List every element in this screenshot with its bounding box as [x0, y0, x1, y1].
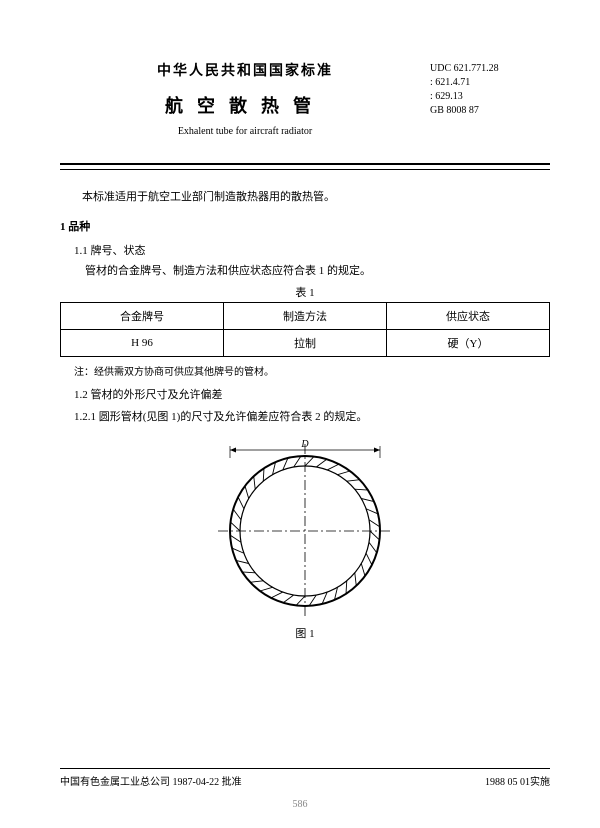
udc-code-2: : 621.4.71 — [430, 76, 550, 90]
main-title: 航空散热管 — [60, 92, 430, 118]
intro-text: 本标准适用于航空工业部门制造散热器用的散热管。 — [60, 188, 550, 204]
country-title: 中华人民共和国国家标准 — [60, 60, 430, 80]
section-1-2-1-text: 1.2.1 圆形管材(见图 1)的尺寸及允许偏差应符合表 2 的规定。 — [74, 408, 550, 424]
section-1-1-heading: 1.1 牌号、状态 — [74, 242, 550, 258]
figure-1: D 图 1 — [60, 436, 550, 641]
divider-thin — [60, 169, 550, 170]
svg-text:D: D — [300, 439, 309, 450]
table-1-header-2: 制造方法 — [224, 303, 387, 330]
page-number: 586 — [0, 799, 600, 810]
table-1-cell-2: 拉制 — [224, 330, 387, 357]
table-1-label: 表 1 — [60, 284, 550, 300]
udc-code-3: : 629.13 — [430, 90, 550, 104]
section-1-heading: 1 品种 — [60, 218, 550, 234]
figure-1-label: 图 1 — [60, 625, 550, 641]
footer-approval: 中国有色金属工业总公司 1987-04-22 批准 — [60, 773, 242, 788]
divider-thick — [60, 163, 550, 165]
table-1-note: 注：经供需双方协商可供应其他牌号的管材。 — [74, 363, 550, 378]
udc-code-1: UDC 621.771.28 — [430, 62, 550, 76]
gb-code: GB 8008 87 — [430, 104, 550, 118]
section-1-1-text: 管材的合金牌号、制造方法和供应状态应符合表 1 的规定。 — [74, 262, 550, 278]
footer-effective-date: 1988 05 01实施 — [485, 773, 550, 788]
tube-diagram: D — [215, 436, 395, 616]
sub-title: Exhalent tube for aircraft radiator — [60, 126, 430, 137]
table-1-cell-3: 硬（Y） — [387, 330, 550, 357]
footer-divider — [60, 768, 550, 769]
table-1-header-3: 供应状态 — [387, 303, 550, 330]
section-1-2-heading: 1.2 管材的外形尺寸及允许偏差 — [74, 386, 550, 402]
table-row: H 96 拉制 硬（Y） — [61, 330, 550, 357]
table-1-cell-1: H 96 — [61, 330, 224, 357]
table-1-header-1: 合金牌号 — [61, 303, 224, 330]
standard-codes: UDC 621.771.28 : 621.4.71 : 629.13 GB 80… — [430, 60, 550, 118]
table-1: 合金牌号 制造方法 供应状态 H 96 拉制 硬（Y） — [60, 302, 550, 357]
